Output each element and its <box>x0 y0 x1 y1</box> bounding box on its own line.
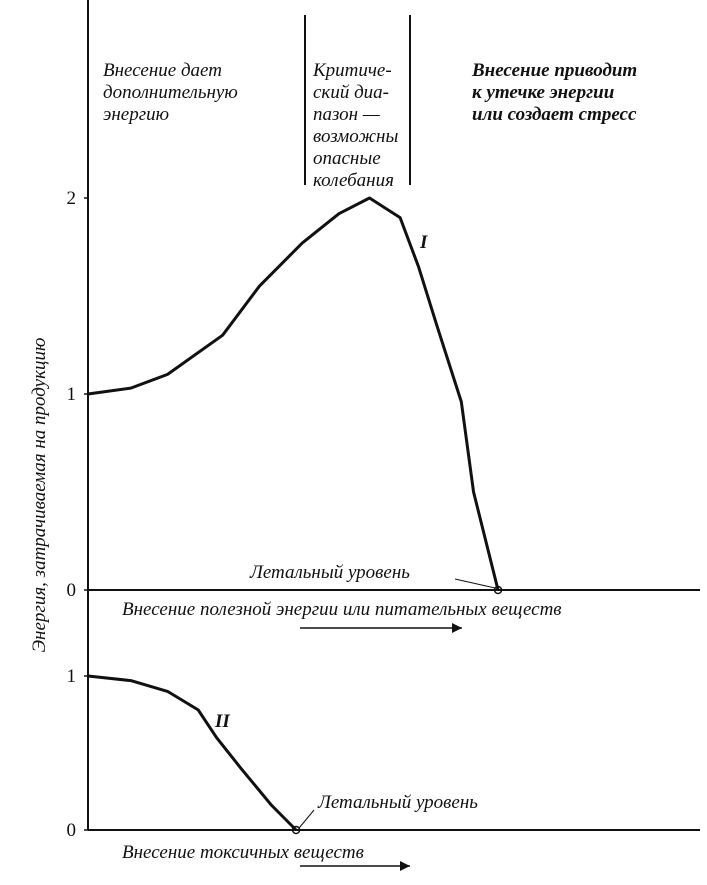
zone-text: возможны <box>313 126 398 147</box>
lethal-point <box>291 825 301 835</box>
curve <box>87 674 298 832</box>
x-axis-label: Внесение полезной энергии или питательны… <box>122 599 562 620</box>
zone-text: ский диа- <box>313 82 389 103</box>
zone-text: колебания <box>313 170 394 191</box>
y-tick-label: 1 <box>67 384 77 405</box>
leader <box>454 578 496 589</box>
y-axis-label: Энергия, затрачиваемая на продукцию <box>29 338 50 653</box>
annotation: Летальный уровень <box>317 792 478 813</box>
zone-text: опасные <box>313 148 381 169</box>
curve-label: II <box>214 711 230 732</box>
y-tick-label: 0 <box>67 580 77 601</box>
zone-text: пазон — <box>313 104 380 125</box>
y-tick-label: 0 <box>67 820 77 841</box>
lethal-point <box>493 585 503 595</box>
y-tick-label: 1 <box>67 666 77 687</box>
zone-text: к утечке энергии <box>472 82 614 103</box>
curve <box>87 196 500 591</box>
curve-label: I <box>419 232 428 253</box>
x-axis-label: Внесение токсичных веществ <box>122 842 364 863</box>
zone-text: энергию <box>103 104 169 125</box>
leader <box>298 809 315 829</box>
x-arrow-head <box>400 861 410 871</box>
zone-text: дополнительную <box>103 82 238 103</box>
y-tick-label: 2 <box>67 188 77 209</box>
annotation: Летальный уровень <box>249 562 410 583</box>
zone-text: Внесение приводит <box>471 60 637 81</box>
zone-text: или создает стресс <box>472 104 637 125</box>
zone-text: Внесение дает <box>103 60 222 81</box>
zone-text: Критиче- <box>312 60 392 81</box>
x-arrow-head <box>452 623 462 633</box>
